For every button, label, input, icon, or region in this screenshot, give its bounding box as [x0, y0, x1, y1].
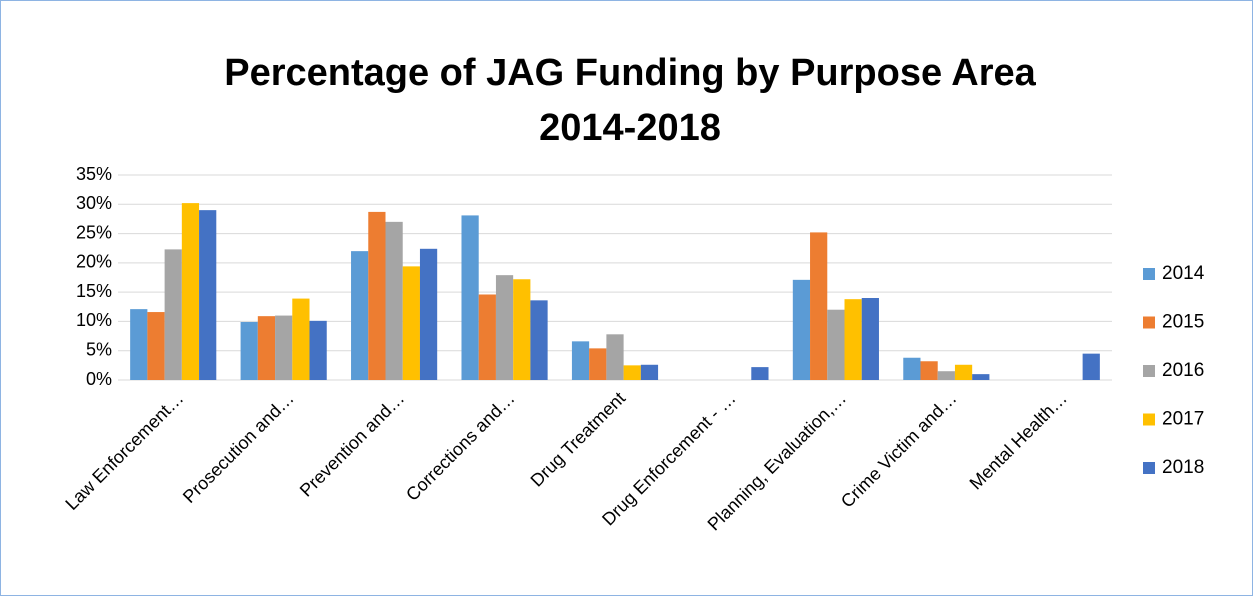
- bar: [844, 299, 862, 380]
- bar: [606, 334, 624, 380]
- bar: [402, 266, 420, 380]
- bar: [147, 312, 165, 380]
- bar: [199, 210, 217, 380]
- bar: [792, 279, 811, 380]
- y-tick-label: 10%: [76, 310, 112, 330]
- bar: [478, 294, 496, 380]
- bar: [513, 279, 531, 380]
- bar: [827, 309, 845, 380]
- legend-swatch: [1143, 268, 1155, 280]
- legend-label: 2017: [1162, 409, 1204, 430]
- bar: [810, 232, 828, 380]
- bar: [530, 300, 548, 380]
- bar: [954, 364, 973, 380]
- chart-title: Percentage of JAG Funding by Purpose Are…: [224, 52, 1036, 94]
- bar: [623, 365, 641, 380]
- bar: [309, 320, 327, 380]
- legend-swatch: [1143, 316, 1155, 329]
- bar: [292, 298, 310, 380]
- y-tick-label: 5%: [86, 339, 112, 359]
- y-tick-label: 30%: [76, 193, 112, 213]
- bar: [368, 211, 386, 380]
- bar: [571, 341, 590, 380]
- bar: [461, 215, 479, 380]
- legend-label: 2016: [1162, 360, 1204, 381]
- legend-label: 2014: [1162, 263, 1205, 284]
- bar: [181, 203, 200, 380]
- bar: [257, 316, 276, 380]
- y-tick-label: 25%: [76, 222, 112, 242]
- y-tick-label: 15%: [76, 281, 112, 301]
- bar: [903, 357, 921, 380]
- bar: [937, 371, 955, 380]
- bar: [130, 309, 148, 380]
- bar: [1082, 353, 1100, 380]
- bar: [751, 367, 769, 380]
- bar: [495, 275, 514, 380]
- y-tick-label: 35%: [76, 164, 112, 184]
- bar: [385, 221, 403, 380]
- bar: [164, 249, 182, 380]
- y-tick-label: 0%: [86, 369, 112, 389]
- bar: [972, 374, 990, 380]
- legend-swatch: [1143, 365, 1155, 377]
- bar: [419, 248, 438, 380]
- bar: [861, 298, 879, 380]
- bar: [640, 364, 659, 380]
- chart-title: 2014-2018: [539, 107, 721, 149]
- legend-label: 2015: [1162, 312, 1204, 333]
- bar: [351, 251, 369, 380]
- y-tick-label: 20%: [76, 252, 112, 272]
- bar: [920, 361, 938, 380]
- legend-swatch: [1143, 462, 1155, 474]
- bar: [275, 315, 293, 380]
- legend-swatch: [1143, 413, 1155, 426]
- legend-label: 2018: [1162, 457, 1204, 478]
- bar: [589, 348, 607, 380]
- bar: [240, 322, 258, 380]
